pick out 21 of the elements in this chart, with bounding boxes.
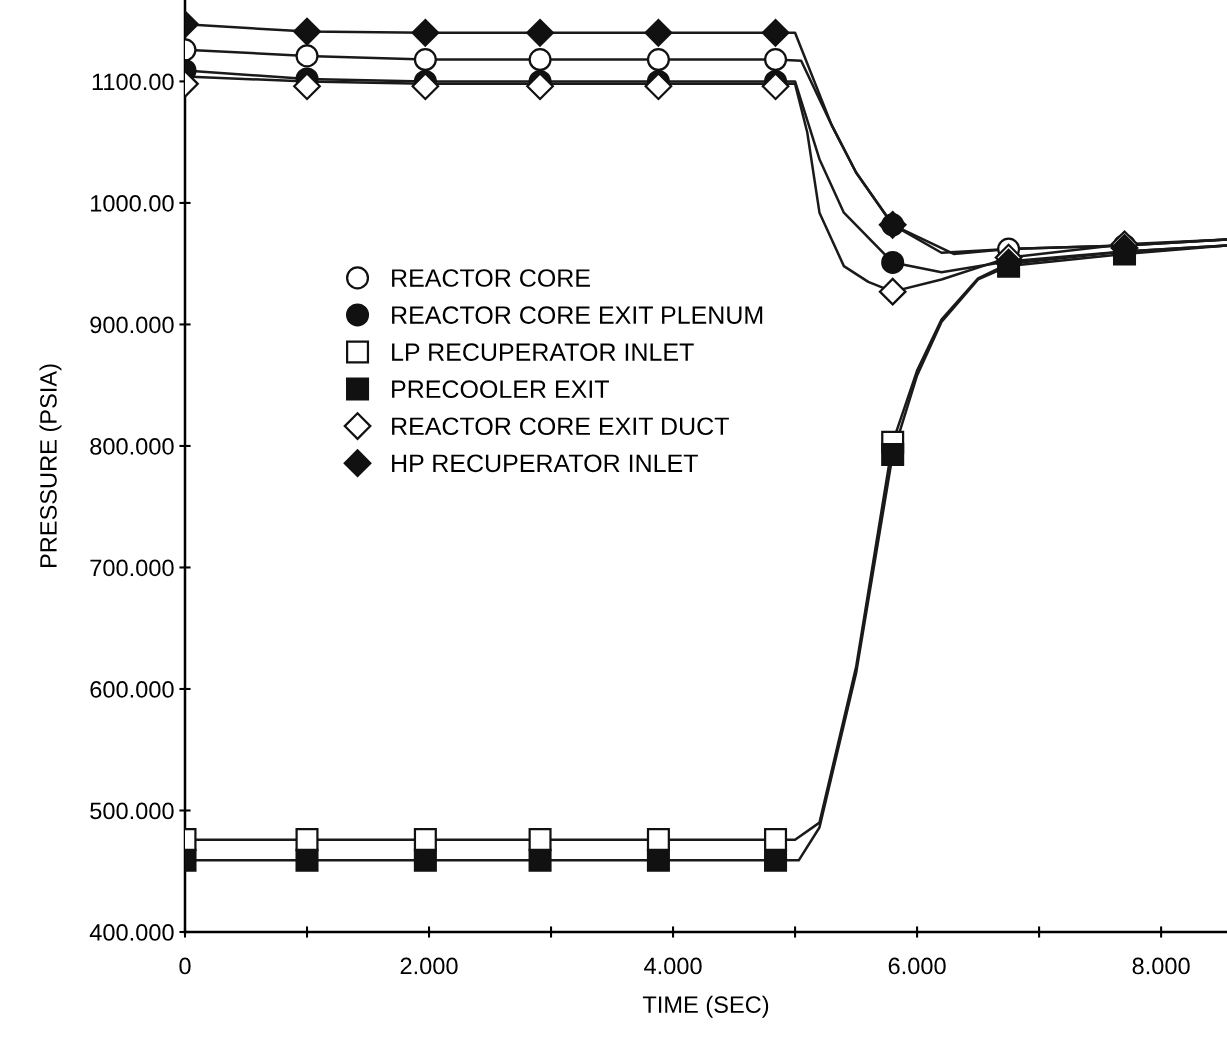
y-tick-label: 700.000: [90, 559, 174, 577]
x-tick-label: 6.000: [888, 957, 946, 975]
x-tick-label: 2.000: [400, 957, 458, 975]
y-axis-title: PRESSURE (PSIA): [39, 364, 62, 568]
x-axis-title: TIME (SEC): [642, 995, 769, 1018]
legend-label: PRECOOLER EXIT: [392, 380, 609, 399]
legend-label: HP RECUPERATOR INLET: [392, 454, 698, 473]
y-tick-label: 1100.00: [92, 73, 174, 91]
y-tick-label: 800.000: [90, 438, 174, 455]
y-tick-label: 900.000: [90, 316, 174, 334]
y-tick-label: 400.000: [89, 924, 174, 941]
y-tick-label: 500.000: [90, 802, 174, 820]
legend-label: REACTOR CORE: [392, 269, 590, 287]
y-tick-label: 1000.00: [91, 194, 174, 212]
legend-label: LP RECUPERATOR INLET: [392, 343, 694, 361]
y-tick-label: 600.000: [90, 681, 174, 698]
legend-label: REACTOR CORE EXIT DUCT: [392, 417, 729, 436]
x-tick-label: 0: [179, 957, 191, 975]
x-tick-label: 8.000: [1132, 957, 1190, 975]
x-tick-label: 4.000: [644, 957, 702, 975]
legend-label: REACTOR CORE EXIT PLENUM: [392, 306, 763, 324]
